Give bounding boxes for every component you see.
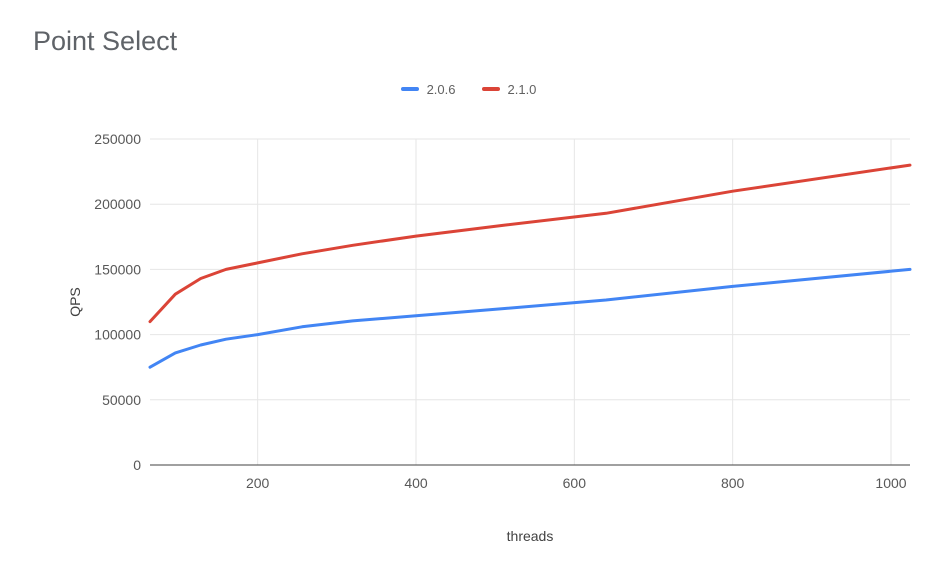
x-tick-label: 1000 xyxy=(875,475,906,491)
y-tick-label: 200000 xyxy=(94,196,141,212)
legend-label: 2.0.6 xyxy=(426,81,456,97)
series-line-2.1.0 xyxy=(148,163,912,324)
chart-legend: 2.0.6 2.1.0 xyxy=(0,80,937,98)
y-tick-label: 50000 xyxy=(102,392,141,408)
x-tick-label: 200 xyxy=(246,475,270,491)
legend-label: 2.1.0 xyxy=(507,81,537,97)
x-axis-title: threads xyxy=(507,528,554,544)
legend-swatch xyxy=(400,87,419,91)
legend-item: 2.1.0 xyxy=(481,81,537,97)
legend-swatch xyxy=(481,87,500,91)
x-tick-label: 600 xyxy=(563,475,587,491)
x-tick-label: 400 xyxy=(404,475,428,491)
y-tick-label: 150000 xyxy=(94,261,141,277)
y-tick-label: 250000 xyxy=(94,131,141,147)
y-tick-label: 0 xyxy=(133,457,141,473)
series-line-2.0.6 xyxy=(148,267,912,369)
x-tick-label: 800 xyxy=(721,475,745,491)
y-axis-title: QPS xyxy=(67,287,83,317)
y-tick-label: 100000 xyxy=(94,327,141,343)
legend-item: 2.0.6 xyxy=(400,81,456,97)
chart-title: Point Select xyxy=(33,26,178,56)
